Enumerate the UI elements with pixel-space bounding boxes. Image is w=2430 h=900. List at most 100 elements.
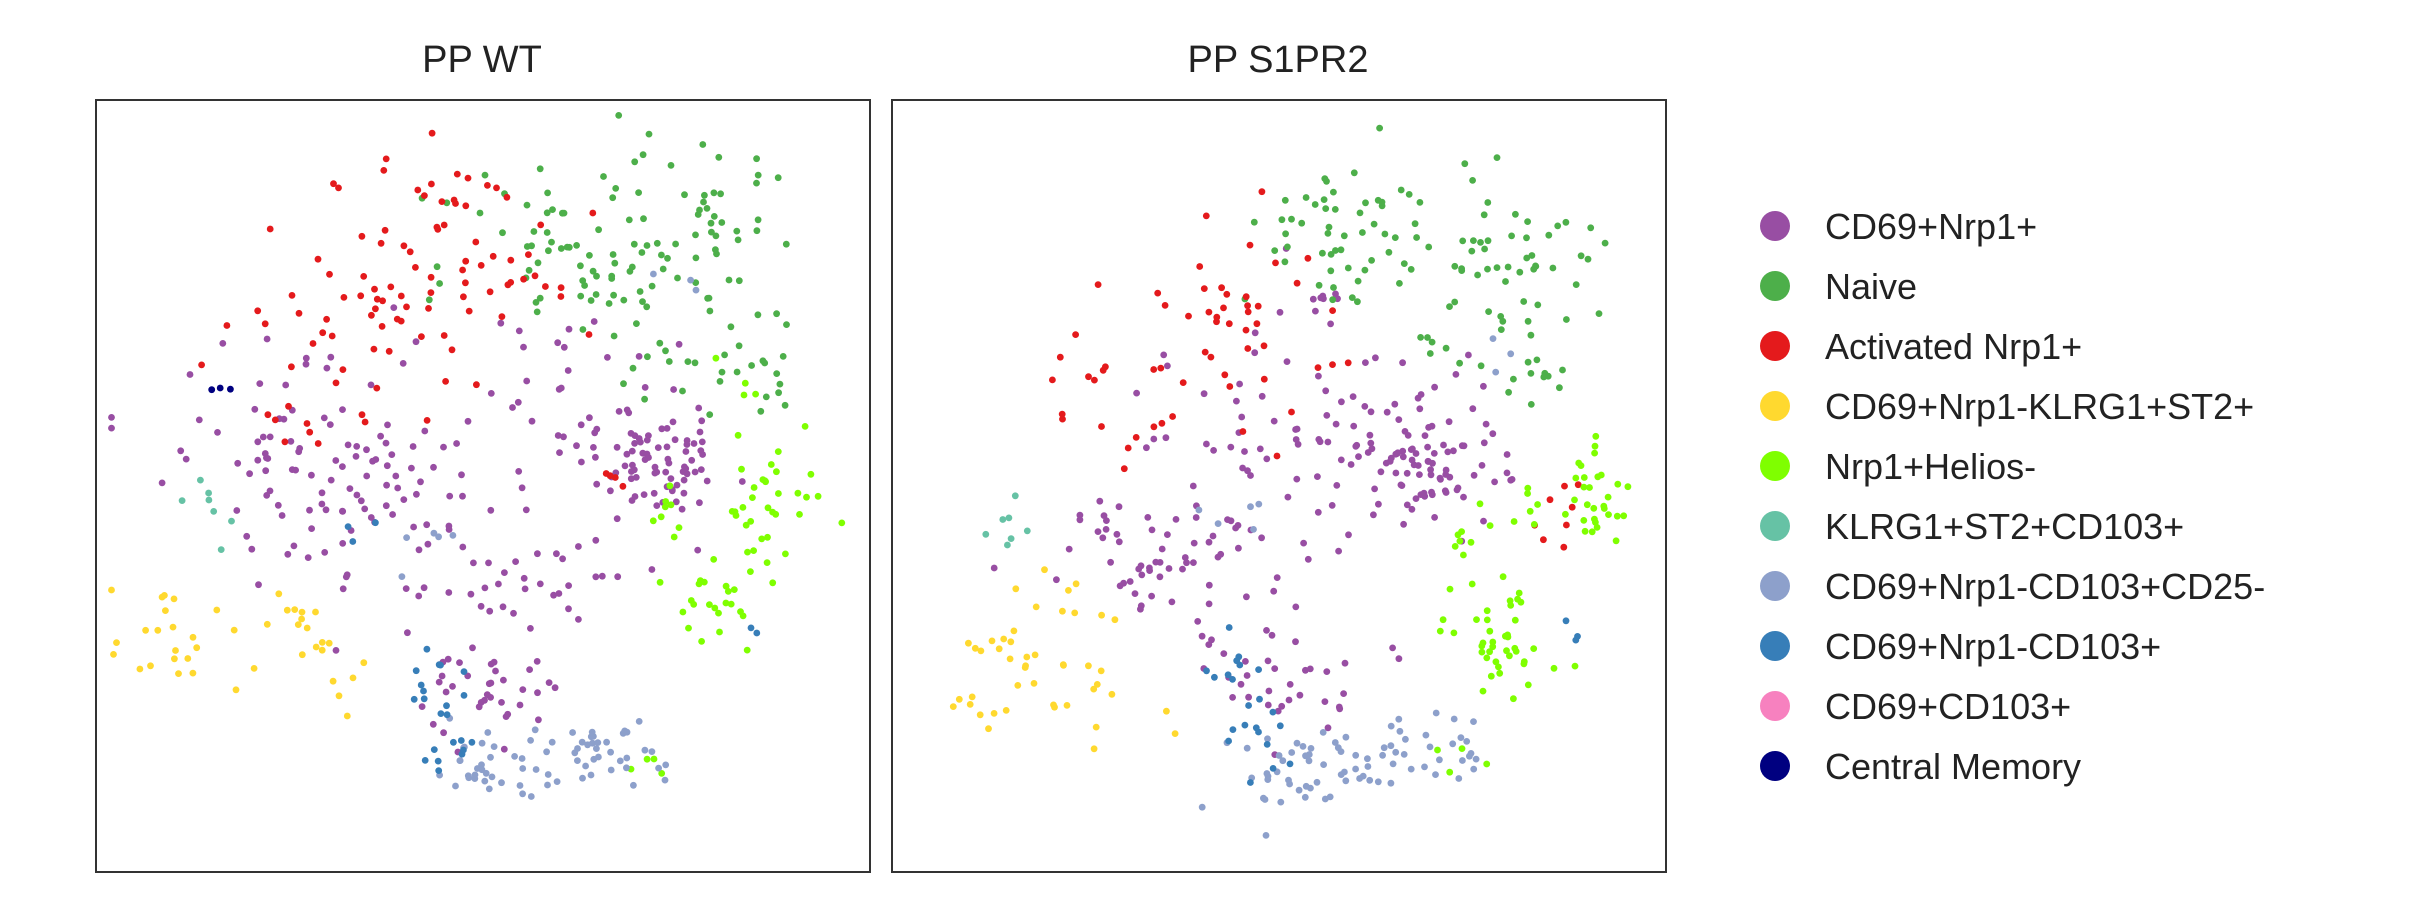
point-cd69-nrp1 bbox=[367, 514, 375, 521]
point-cd69-nrp1 bbox=[430, 463, 437, 471]
point-activated-nrp1 bbox=[520, 275, 527, 283]
point-naive bbox=[436, 280, 443, 287]
point-cd69-nrp1 bbox=[1425, 424, 1432, 431]
point-cd69-nrp1 bbox=[1165, 565, 1173, 572]
point-cd69-nrp1-cd103 bbox=[1241, 721, 1249, 729]
point-cd69-nrp1-cd103-cd25 bbox=[1459, 757, 1466, 764]
point-klrg1-st2-cd103 bbox=[982, 530, 990, 538]
point-naive bbox=[1327, 267, 1335, 275]
point-cd69-nrp1-cd103-cd25 bbox=[574, 757, 581, 764]
point-klrg1-st2-cd103 bbox=[1023, 527, 1031, 535]
point-cd69-nrp1-cd103 bbox=[430, 746, 438, 753]
point-naive bbox=[615, 112, 623, 119]
point-nrp1-helios bbox=[1492, 658, 1500, 666]
point-naive bbox=[579, 326, 587, 333]
point-cd69-nrp1 bbox=[233, 507, 241, 514]
point-activated-nrp1 bbox=[370, 345, 378, 353]
point-cd69-nrp1 bbox=[1205, 641, 1213, 648]
point-naive bbox=[1359, 229, 1366, 236]
point-naive bbox=[1508, 232, 1515, 240]
point-nrp1-helios bbox=[1530, 645, 1538, 652]
point-cd69-nrp1-cd103-cd25 bbox=[662, 761, 670, 769]
point-cd69-nrp1 bbox=[1239, 464, 1246, 472]
point-cd69-nrp1 bbox=[554, 432, 562, 439]
point-nrp1-helios bbox=[750, 484, 758, 491]
point-cd69-nrp1-cd103-cd25 bbox=[692, 286, 700, 294]
point-naive bbox=[1362, 199, 1369, 207]
point-cd69-nrp1 bbox=[308, 471, 315, 479]
point-nrp1-helios bbox=[774, 448, 782, 455]
point-nrp1-helios bbox=[796, 511, 803, 518]
point-naive bbox=[625, 216, 633, 224]
point-cd69-nrp1-klrg1-st2 bbox=[172, 647, 179, 654]
point-cd69-nrp1-cd103-cd25 bbox=[574, 745, 581, 752]
point-naive bbox=[543, 229, 551, 236]
point-cd69-nrp1-cd103-cd25 bbox=[1295, 786, 1303, 794]
point-cd69-nrp1 bbox=[523, 377, 531, 385]
point-activated-nrp1 bbox=[335, 184, 342, 192]
point-cd69-nrp1-klrg1-st2 bbox=[275, 590, 283, 598]
point-cd69-nrp1-klrg1-st2 bbox=[985, 725, 992, 733]
point-naive bbox=[1281, 258, 1289, 266]
point-naive bbox=[433, 263, 441, 271]
point-nrp1-helios bbox=[1496, 669, 1504, 677]
point-cd69-nrp1 bbox=[1503, 451, 1511, 458]
point-activated-nrp1 bbox=[1213, 313, 1221, 321]
point-naive bbox=[718, 368, 726, 376]
point-cd69-nrp1 bbox=[264, 455, 272, 462]
point-naive bbox=[1485, 308, 1492, 315]
point-naive bbox=[1484, 265, 1491, 273]
point-naive bbox=[706, 411, 714, 418]
point-cd69-nrp1 bbox=[641, 384, 649, 391]
point-cd69-nrp1-cd103-cd25 bbox=[490, 743, 498, 750]
point-activated-nrp1 bbox=[606, 472, 614, 480]
point-cd69-nrp1 bbox=[1192, 514, 1200, 521]
point-cd69-nrp1 bbox=[108, 414, 115, 421]
point-cd69-nrp1-klrg1-st2 bbox=[1030, 680, 1038, 687]
point-cd69-nrp1-klrg1-st2 bbox=[1163, 707, 1170, 715]
point-klrg1-st2-cd103 bbox=[197, 476, 204, 484]
point-cd69-nrp1-cd103-cd25 bbox=[485, 785, 493, 793]
point-nrp1-helios bbox=[1483, 654, 1491, 662]
point-cd69-nrp1-klrg1-st2 bbox=[1072, 580, 1080, 588]
point-naive bbox=[1577, 252, 1585, 260]
point-cd69-nrp1 bbox=[1399, 453, 1407, 461]
point-cd69-nrp1 bbox=[339, 406, 346, 413]
point-cd69-nrp1 bbox=[481, 696, 488, 704]
point-activated-nrp1 bbox=[380, 167, 388, 174]
point-cd69-nrp1 bbox=[486, 607, 494, 615]
point-activated-nrp1 bbox=[498, 313, 506, 320]
point-activated-nrp1 bbox=[425, 305, 432, 312]
point-cd69-nrp1-cd103 bbox=[468, 738, 476, 746]
point-activated-nrp1 bbox=[1223, 290, 1231, 298]
legend-label-cd69-cd103: CD69+CD103+ bbox=[1825, 686, 2071, 727]
point-activated-nrp1 bbox=[266, 225, 274, 233]
point-naive bbox=[707, 219, 715, 227]
point-cd69-nrp1 bbox=[1304, 555, 1312, 563]
point-cd69-nrp1 bbox=[1160, 351, 1168, 359]
point-nrp1-helios bbox=[1479, 639, 1487, 647]
point-cd69-nrp1 bbox=[1312, 307, 1319, 315]
point-cd69-nrp1-cd103-cd25 bbox=[607, 766, 615, 774]
point-cd69-nrp1 bbox=[302, 354, 310, 362]
point-klrg1-st2-cd103 bbox=[178, 497, 186, 504]
point-nrp1-helios bbox=[740, 391, 748, 399]
point-cd69-nrp1-klrg1-st2 bbox=[291, 606, 299, 613]
point-cd69-nrp1 bbox=[383, 481, 390, 489]
point-cd69-nrp1-cd103-cd25 bbox=[655, 764, 662, 772]
point-cd69-nrp1-cd103 bbox=[1572, 636, 1580, 644]
point-klrg1-st2-cd103 bbox=[999, 516, 1007, 523]
point-naive bbox=[1332, 247, 1339, 254]
point-naive bbox=[534, 259, 542, 267]
point-naive bbox=[1493, 264, 1501, 271]
point-cd69-nrp1 bbox=[1371, 485, 1378, 493]
legend-marker-cd69-cd103 bbox=[1760, 691, 1790, 721]
point-cd69-nrp1 bbox=[613, 515, 621, 523]
point-naive bbox=[605, 300, 613, 307]
point-cd69-nrp1-cd103-cd25 bbox=[616, 757, 624, 765]
point-cd69-nrp1 bbox=[1158, 545, 1166, 553]
point-cd69-nrp1-cd103-cd25 bbox=[1334, 744, 1342, 752]
point-nrp1-helios bbox=[662, 498, 670, 505]
point-cd69-nrp1-cd103 bbox=[1255, 666, 1262, 673]
point-cd69-nrp1-klrg1-st2 bbox=[343, 712, 351, 720]
